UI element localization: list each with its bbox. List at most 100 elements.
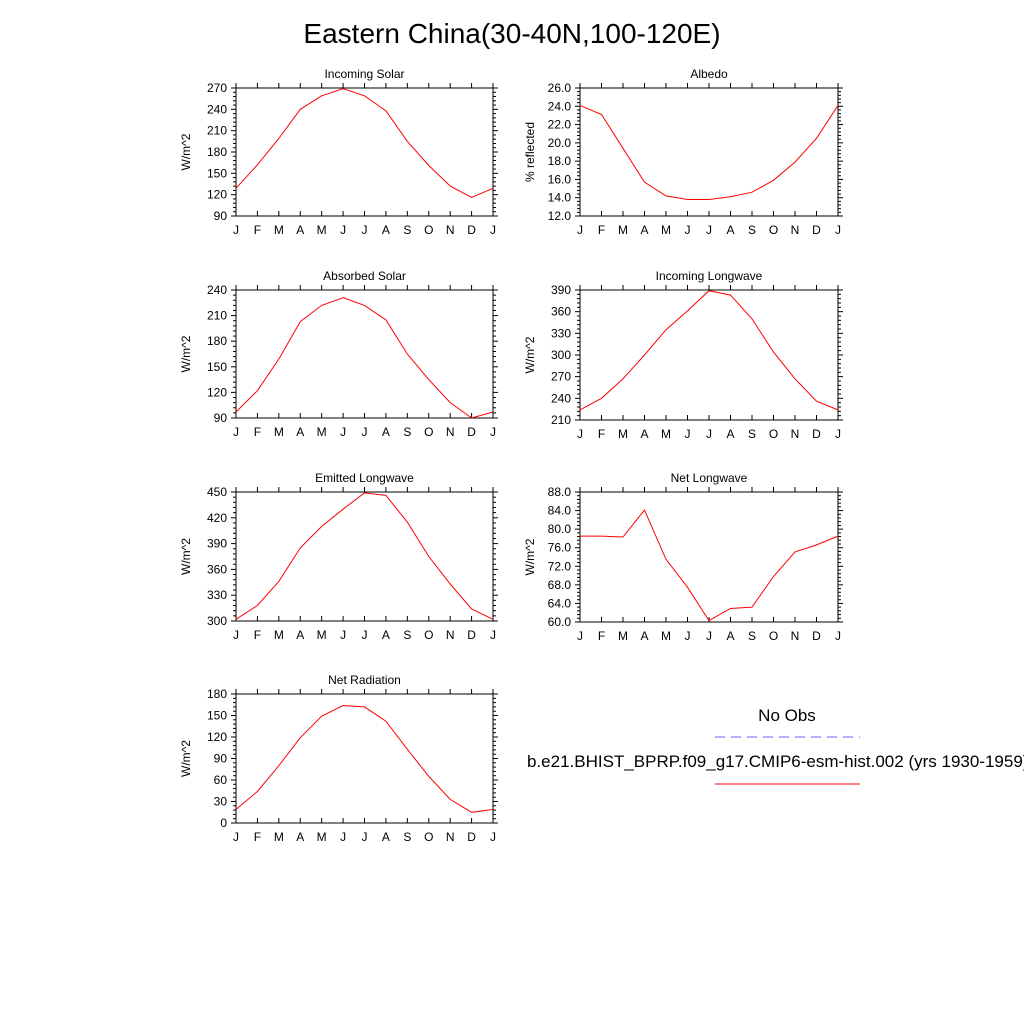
y-tick-label: 240 [207, 102, 227, 116]
y-tick-label: 390 [551, 283, 571, 297]
y-tick-label: 390 [207, 537, 227, 551]
y-axis-label: % reflected [523, 122, 537, 182]
y-tick-label: 240 [207, 283, 227, 297]
y-tick-label: 150 [207, 709, 227, 723]
x-tick-label: J [706, 427, 712, 441]
y-tick-label: 72.0 [548, 559, 572, 573]
series-line-0 [235, 704, 494, 813]
x-tick-label: M [274, 628, 284, 642]
x-tick-label: M [274, 425, 284, 439]
x-tick-label: F [598, 223, 605, 237]
series-line-0 [580, 509, 839, 622]
y-tick-label: 16.0 [548, 172, 572, 186]
y-tick-label: 18.0 [548, 154, 572, 168]
legend: No Obs b.e21.BHIST_BPRP.f09_g17.CMIP6-es… [527, 706, 1024, 785]
x-tick-label: J [490, 425, 496, 439]
x-tick-label: O [424, 830, 433, 844]
x-tick-label: M [618, 629, 628, 643]
y-tick-label: 180 [207, 145, 227, 159]
x-tick-label: A [296, 830, 304, 844]
x-tick-label: N [791, 427, 800, 441]
x-tick-label: A [726, 223, 734, 237]
y-tick-label: 20.0 [548, 136, 572, 150]
panel-title: Incoming Longwave [656, 269, 763, 283]
y-tick-label: 210 [551, 413, 571, 427]
y-tick-label: 420 [207, 511, 227, 525]
x-tick-label: S [748, 427, 756, 441]
x-tick-label: A [382, 628, 390, 642]
x-tick-label: J [362, 830, 368, 844]
x-tick-label: M [618, 427, 628, 441]
plot-frame [579, 289, 839, 421]
y-tick-label: 300 [207, 614, 227, 628]
x-tick-label: J [233, 223, 239, 237]
y-tick-label: 330 [207, 588, 227, 602]
y-tick-label: 60.0 [548, 615, 572, 629]
y-axis-label: W/m^2 [523, 538, 537, 575]
x-tick-label: N [446, 425, 455, 439]
chart-panel-5: J F M A M J J A S O N D J60.064.068.072.076.080.084.… [523, 471, 843, 643]
x-tick-label: N [446, 223, 455, 237]
x-tick-label: O [769, 427, 778, 441]
x-tick-label: M [618, 223, 628, 237]
x-tick-label: D [812, 223, 821, 237]
y-axis-label: W/m^2 [179, 133, 193, 170]
x-tick-label: O [424, 628, 433, 642]
series-line-0 [579, 104, 839, 200]
x-tick-label: A [296, 628, 304, 642]
x-tick-label: A [640, 629, 648, 643]
x-tick-label: M [317, 223, 327, 237]
y-tick-label: 150 [207, 166, 227, 180]
y-tick-label: 80.0 [548, 522, 572, 536]
x-tick-label: M [274, 223, 284, 237]
x-tick-label: J [362, 628, 368, 642]
page-title: Eastern China(30-40N,100-120E) [303, 18, 721, 49]
series-line-0 [235, 297, 494, 419]
y-tick-label: 90 [214, 209, 228, 223]
y-tick-label: 270 [551, 370, 571, 384]
x-tick-label: A [640, 427, 648, 441]
x-tick-label: S [403, 223, 411, 237]
y-tick-label: 120 [207, 385, 227, 399]
y-tick-label: 360 [551, 305, 571, 319]
x-tick-label: N [791, 629, 800, 643]
y-tick-label: 180 [207, 687, 227, 701]
x-tick-label: D [812, 427, 821, 441]
y-axis-label: W/m^2 [179, 538, 193, 575]
x-tick-label: J [577, 223, 583, 237]
y-tick-label: 150 [207, 360, 227, 374]
x-tick-label: F [254, 425, 261, 439]
x-tick-label: J [340, 830, 346, 844]
y-tick-label: 450 [207, 485, 227, 499]
x-tick-label: F [254, 830, 261, 844]
x-tick-label: J [340, 425, 346, 439]
panel-title: Emitted Longwave [315, 471, 414, 485]
y-tick-label: 84.0 [548, 504, 572, 518]
y-tick-label: 12.0 [548, 209, 572, 223]
x-tick-label: J [835, 427, 841, 441]
x-tick-label: F [598, 427, 605, 441]
y-axis-label: W/m^2 [179, 740, 193, 777]
x-tick-label: O [424, 223, 433, 237]
y-tick-label: 60 [214, 773, 228, 787]
x-tick-label: D [467, 628, 476, 642]
x-tick-label: S [403, 830, 411, 844]
x-tick-label: M [317, 425, 327, 439]
y-tick-label: 240 [551, 391, 571, 405]
x-tick-label: J [233, 628, 239, 642]
y-tick-label: 120 [207, 188, 227, 202]
plot-frame [235, 87, 494, 217]
x-tick-label: O [769, 223, 778, 237]
x-tick-label: J [685, 223, 691, 237]
y-tick-label: 0 [220, 816, 227, 830]
series-line-0 [235, 88, 494, 199]
x-tick-label: J [685, 629, 691, 643]
panel-title: Net Longwave [671, 471, 748, 485]
x-tick-label: A [296, 425, 304, 439]
y-tick-label: 360 [207, 562, 227, 576]
chart-panel-3: J F M A M J J A S O N D J210240270300330360390Incomi… [523, 269, 843, 441]
series-line-0 [235, 492, 494, 620]
x-tick-label: J [490, 628, 496, 642]
